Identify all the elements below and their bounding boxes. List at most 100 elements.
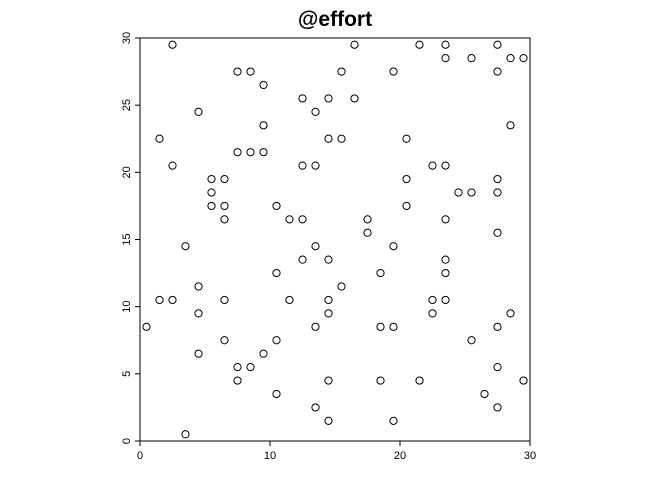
data-point: [441, 295, 450, 305]
data-point: [272, 389, 281, 399]
data-point: [493, 40, 502, 49]
data-point: [441, 255, 450, 264]
data-point: [441, 40, 450, 49]
data-point: [493, 188, 502, 197]
data-point: [220, 295, 229, 305]
data-point: [181, 242, 190, 251]
plot-border: [139, 37, 531, 442]
data-point: [259, 349, 268, 358]
data-point: [220, 336, 229, 345]
data-point: [441, 161, 450, 170]
data-point: [311, 107, 320, 116]
data-point: [155, 134, 164, 143]
data-point: [272, 201, 281, 211]
data-point: [285, 295, 294, 305]
data-point: [493, 228, 502, 237]
data-point: [207, 174, 216, 184]
data-point: [337, 67, 346, 76]
data-point: [467, 336, 476, 345]
data-point: [376, 376, 385, 385]
y-tick-label: 10: [121, 301, 133, 313]
data-point: [519, 54, 528, 63]
data-point: [285, 215, 294, 224]
data-point: [194, 107, 203, 116]
data-point: [233, 148, 242, 157]
x-tick-label: 20: [394, 450, 406, 462]
data-point: [506, 309, 515, 318]
data-point: [220, 174, 229, 184]
data-point: [402, 201, 411, 211]
data-point: [363, 228, 372, 237]
data-point: [415, 40, 424, 49]
data-point: [402, 134, 411, 143]
data-point: [493, 403, 502, 412]
x-tick-label: 10: [264, 450, 276, 462]
x-tick-label: 30: [524, 450, 536, 462]
data-point: [467, 54, 476, 63]
data-point: [324, 309, 333, 318]
data-point: [311, 161, 320, 170]
data-point: [233, 376, 242, 385]
data-point: [389, 67, 398, 76]
data-point: [402, 174, 411, 184]
chart-title: @effort: [297, 8, 373, 31]
data-point: [441, 215, 450, 224]
data-point: [298, 161, 307, 170]
data-point: [259, 80, 268, 90]
data-point: [168, 161, 177, 170]
y-tick-label: 0: [121, 438, 133, 444]
data-point: [194, 309, 203, 318]
data-point: [428, 309, 437, 318]
data-point: [298, 94, 307, 103]
data-point: [272, 268, 281, 278]
data-point: [389, 242, 398, 251]
data-point: [233, 363, 242, 372]
data-point: [220, 215, 229, 224]
y-tick-label: 15: [121, 233, 133, 245]
data-point: [168, 295, 177, 305]
data-point: [493, 67, 502, 76]
y-tick-label: 20: [121, 166, 133, 178]
data-point: [207, 188, 216, 197]
data-point: [168, 40, 177, 49]
data-point: [454, 188, 463, 197]
data-point: [506, 54, 515, 63]
data-point: [493, 322, 502, 331]
data-point: [259, 121, 268, 130]
data-point: [311, 403, 320, 412]
y-tick-label: 5: [121, 371, 133, 377]
data-point: [324, 94, 333, 103]
data-point: [298, 215, 307, 224]
data-point: [337, 134, 346, 143]
x-tick-label: 0: [137, 450, 143, 462]
data-point: [233, 67, 242, 76]
data-point: [272, 336, 281, 345]
y-tick-label: 30: [121, 32, 133, 44]
data-point: [428, 161, 437, 170]
data-point: [506, 121, 515, 130]
data-point: [181, 430, 190, 439]
data-point: [246, 363, 255, 372]
data-point: [207, 201, 216, 211]
data-point: [220, 201, 229, 211]
data-point: [389, 416, 398, 425]
data-points: [142, 40, 528, 439]
plot-frame: [139, 37, 531, 442]
data-point: [519, 376, 528, 385]
data-point: [324, 416, 333, 425]
data-point: [480, 389, 489, 399]
data-point: [324, 376, 333, 385]
data-point: [298, 255, 307, 264]
data-point: [415, 376, 424, 385]
data-point: [350, 40, 359, 49]
data-point: [441, 54, 450, 63]
data-point: [350, 94, 359, 103]
data-point: [246, 148, 255, 157]
x-axis: 0 10 20 30: [137, 441, 536, 462]
data-point: [389, 322, 398, 331]
data-point: [155, 295, 164, 305]
y-tick-label: 25: [121, 99, 133, 111]
data-point: [376, 268, 385, 278]
data-point: [311, 242, 320, 251]
